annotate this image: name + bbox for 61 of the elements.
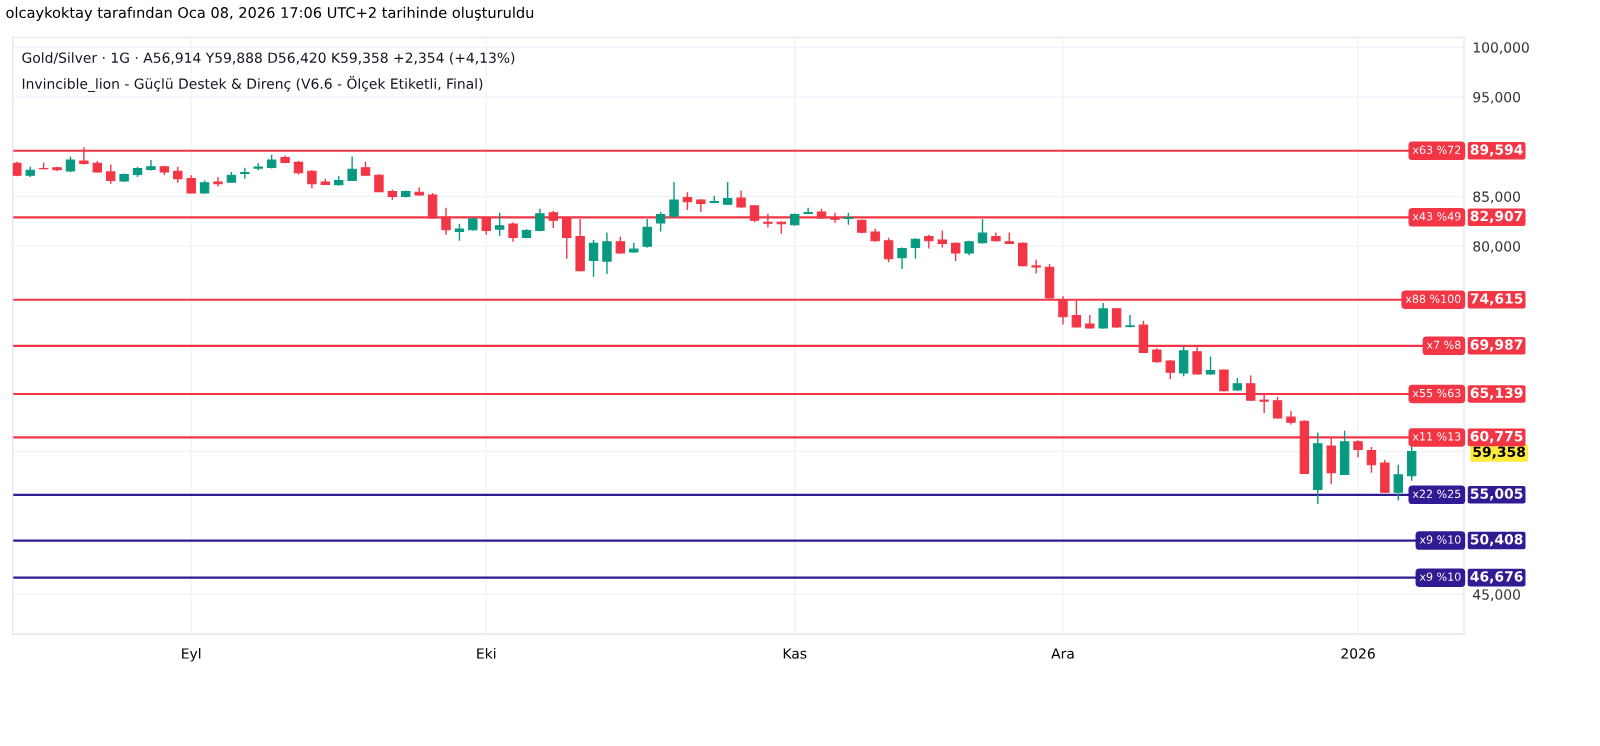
annotation: x88 %100 bbox=[1405, 294, 1461, 303]
candlestick bbox=[1178, 345, 1189, 377]
ref-line-label: 69,987 bbox=[1470, 339, 1523, 352]
ref-line-label: 50,408 bbox=[1470, 534, 1523, 547]
candlestick bbox=[588, 239, 599, 278]
x-tick-label: Eyl bbox=[182, 647, 201, 662]
ref-line-label: 46,676 bbox=[1470, 571, 1523, 584]
candlestick bbox=[722, 181, 733, 206]
ref-line-label: 74,615 bbox=[1470, 293, 1523, 306]
annotation: Invincible_lion - Güçlü Destek & Direnç (V6.6 - Ölçek Etiketli, Final) bbox=[22, 76, 483, 93]
candlestick bbox=[1272, 395, 1283, 420]
annotation: x63 %72 bbox=[1412, 145, 1461, 154]
candlestick bbox=[924, 234, 934, 250]
candlestick bbox=[1205, 355, 1216, 376]
x-tick-label: Ara bbox=[1051, 648, 1074, 659]
y-tick-label: 95,000 bbox=[1473, 91, 1521, 104]
candlestick bbox=[347, 155, 357, 182]
annotation: x9 %10 bbox=[1419, 535, 1461, 544]
ref-line-label: 60,775 bbox=[1470, 430, 1523, 444]
annotation: x43 %49 bbox=[1412, 212, 1461, 221]
annotation: x7 %8 bbox=[1426, 340, 1461, 349]
ref-line-label: 65,139 bbox=[1470, 387, 1523, 400]
candlestick bbox=[186, 174, 196, 195]
y-tick-label: 80,000 bbox=[1473, 241, 1521, 254]
chart-title: olcaykoktay tarafından Oca 08, 2026 17:06 UTC+2 tarihinde oluşturuldu bbox=[6, 6, 534, 21]
ref-line-label: 82,907 bbox=[1470, 210, 1523, 224]
ref-line-label: 55,005 bbox=[1470, 488, 1523, 501]
annotation: x22 %25 bbox=[1412, 489, 1461, 499]
candlestick bbox=[1125, 314, 1135, 328]
candlestick bbox=[669, 181, 679, 218]
annotation: x11 %13 bbox=[1412, 432, 1461, 441]
candlestick bbox=[1366, 446, 1377, 474]
candlestick bbox=[1098, 302, 1108, 330]
candlestick bbox=[950, 241, 961, 262]
candlestick bbox=[213, 176, 223, 188]
ref-line-label: 89,594 bbox=[1470, 144, 1523, 157]
candlestick bbox=[883, 236, 894, 263]
annotation: x55 %63 bbox=[1412, 388, 1461, 398]
candlestick bbox=[1031, 259, 1041, 275]
annotation: x9 %10 bbox=[1419, 572, 1461, 581]
candlestick bbox=[642, 218, 652, 249]
text: Gold/Silver · 1G · A56,914 Y59,888 D56,420 K59,358 +2,354 (+4,13%) bbox=[22, 52, 515, 65]
candlestick bbox=[240, 167, 250, 180]
x-tick-label: Kas bbox=[783, 648, 807, 659]
y-tick-label: 45,000 bbox=[1473, 589, 1521, 602]
candlestick bbox=[910, 237, 921, 260]
candlestick bbox=[1111, 307, 1122, 329]
candlestick bbox=[508, 221, 518, 243]
candlestick bbox=[105, 163, 116, 185]
candlestick bbox=[494, 212, 505, 237]
candlestick bbox=[655, 211, 666, 233]
candlestick bbox=[602, 231, 612, 275]
candlestick bbox=[977, 218, 988, 245]
candlestick bbox=[1393, 464, 1403, 502]
y-tick-label: 59,358 bbox=[1473, 446, 1526, 459]
x-tick-label: Eki bbox=[477, 647, 496, 659]
y-tick-label: 100,000 bbox=[1473, 42, 1529, 55]
candlestick bbox=[897, 246, 907, 270]
x-tick-label: 2026 bbox=[1341, 648, 1375, 659]
y-tick-label: 85,000 bbox=[1473, 191, 1521, 204]
candlestick bbox=[307, 169, 317, 189]
